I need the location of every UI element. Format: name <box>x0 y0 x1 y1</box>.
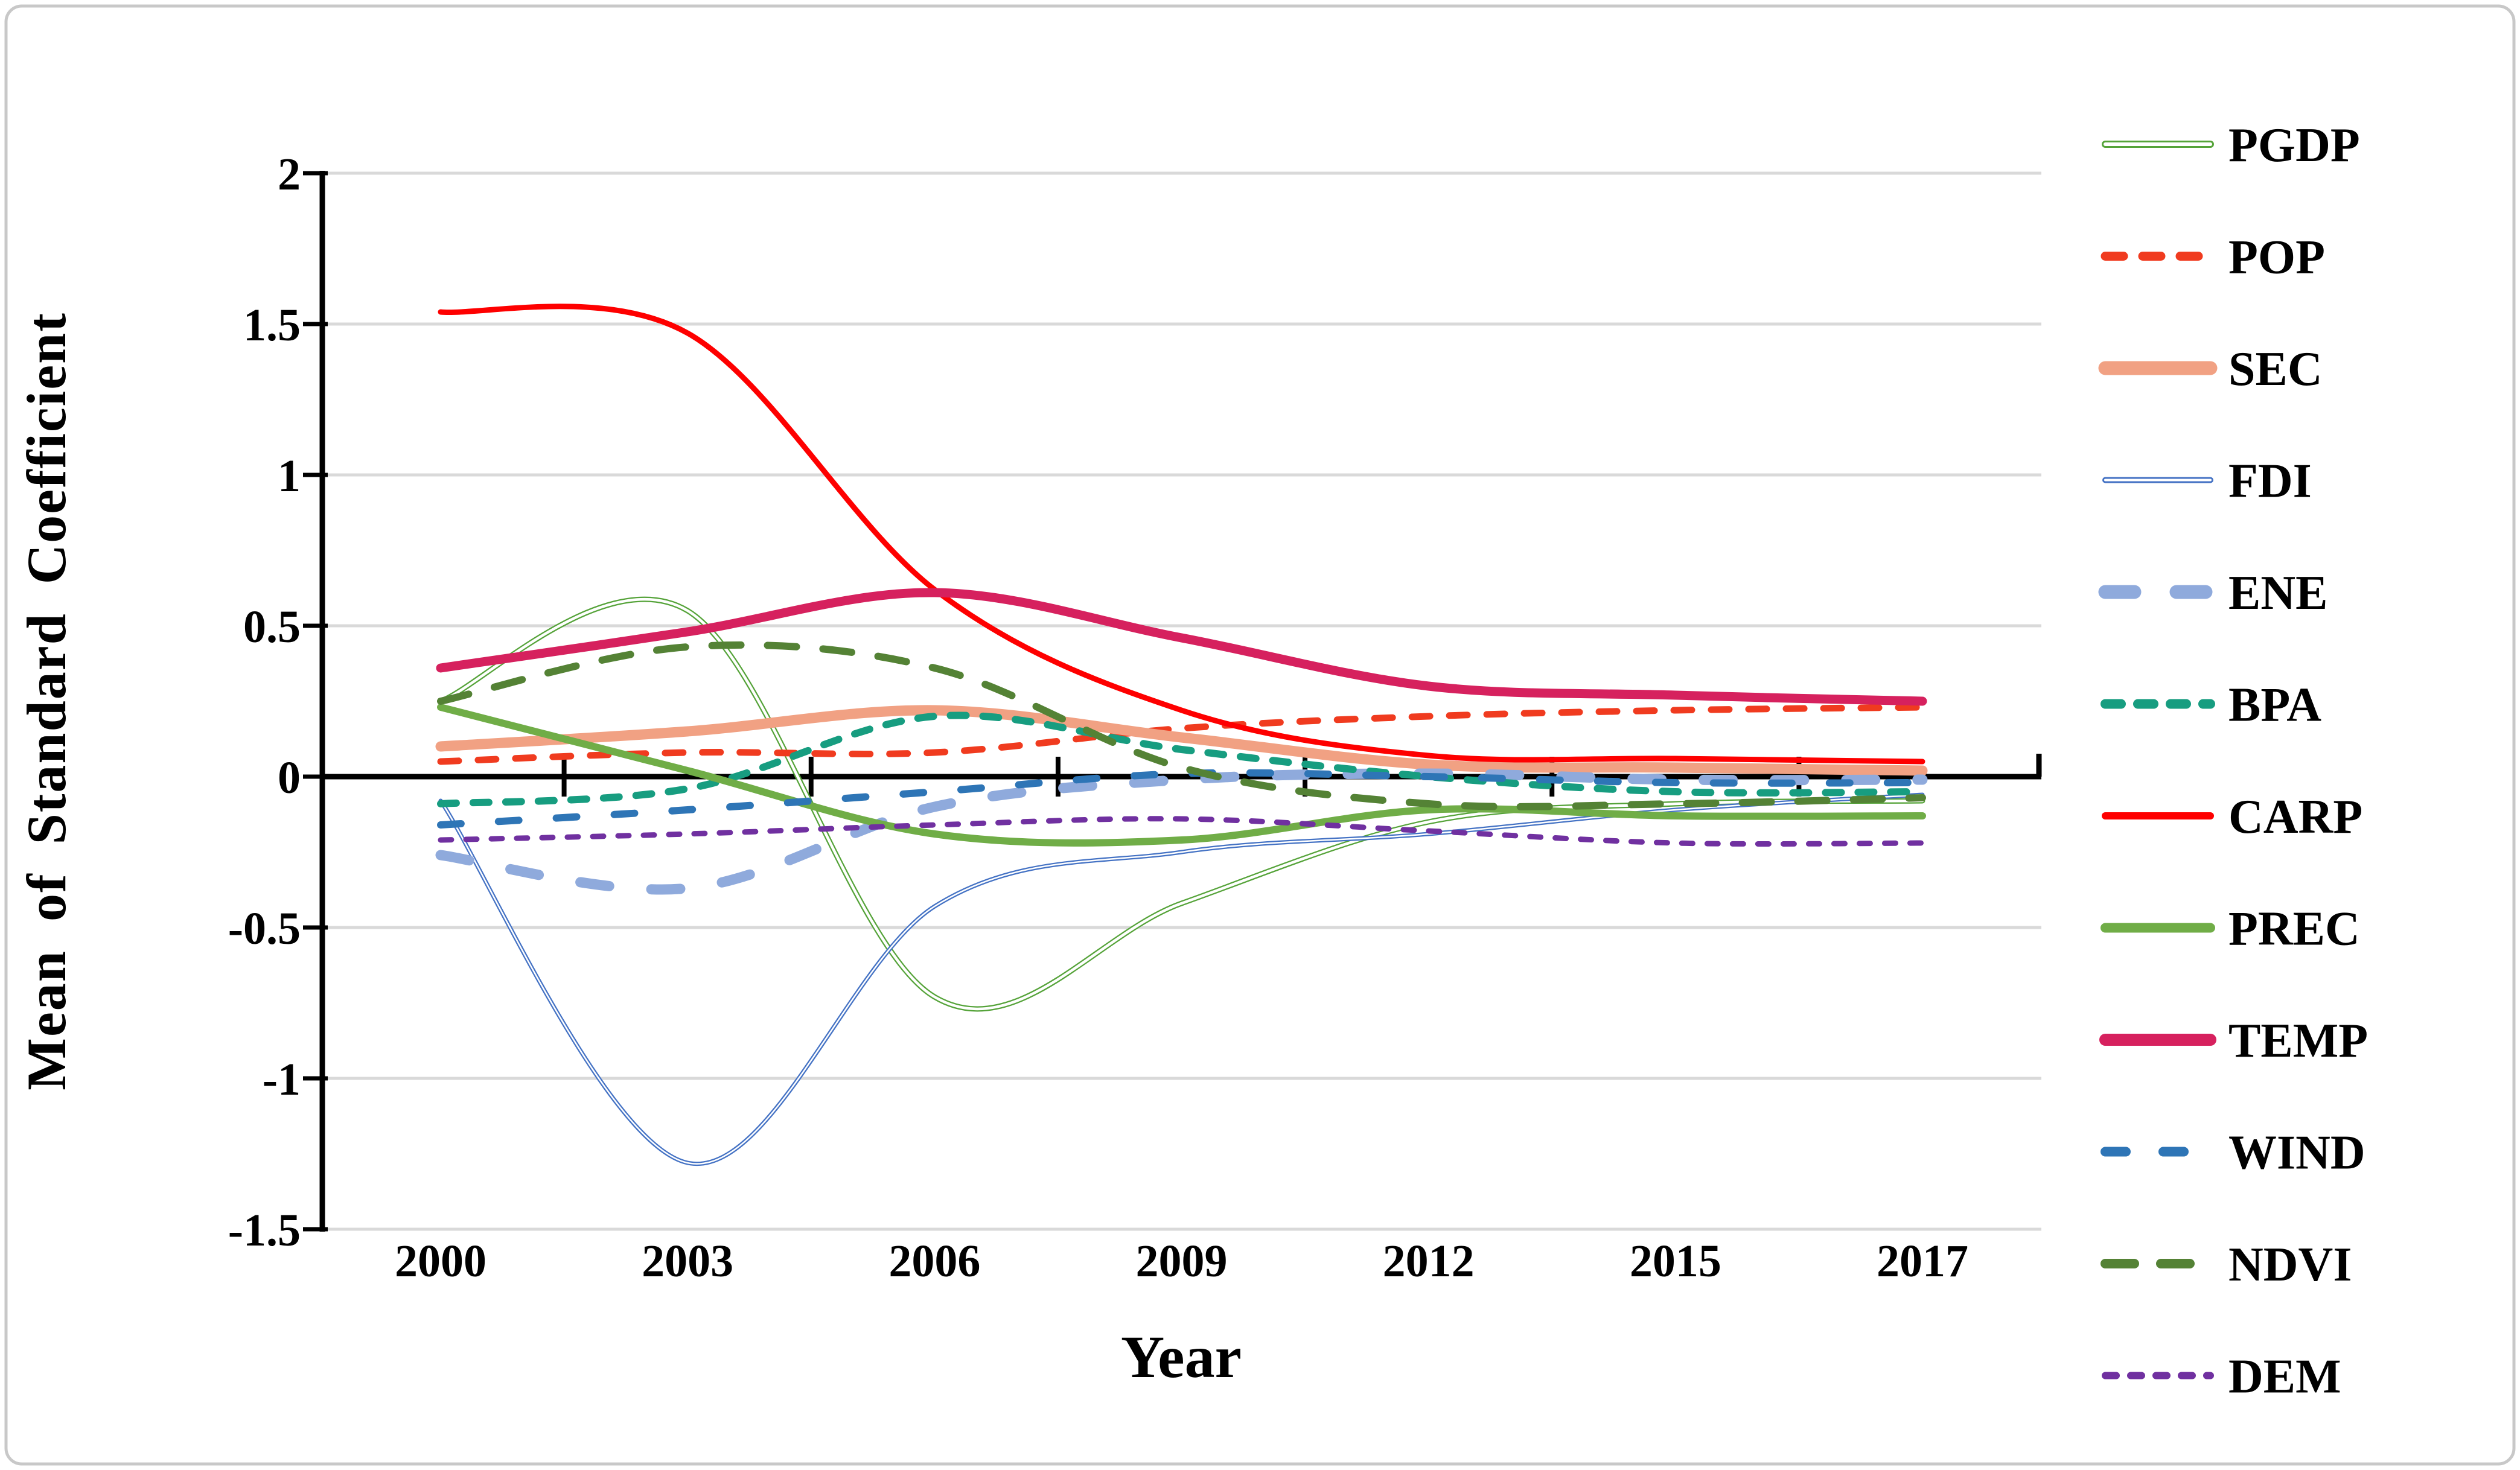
series-line-wind <box>437 769 1926 829</box>
x-axis-title: Year <box>1121 1323 1242 1390</box>
figure-border <box>4 4 2516 1466</box>
legend-label: FDI <box>2228 455 2312 508</box>
y-tick-label: 1.5 <box>243 300 301 351</box>
y-axis-title: Mean of Standard Coefficient <box>16 312 77 1090</box>
series-line-sec <box>435 705 1928 776</box>
series-line-bpa <box>437 711 1926 807</box>
legend-item-pop: POP <box>2101 231 2325 284</box>
series-lines <box>435 304 1928 1166</box>
x-tick-label: 2006 <box>888 1236 980 1287</box>
series-line-dem <box>438 816 1925 847</box>
legend-label: POP <box>2228 231 2325 284</box>
legend-item-wind: WIND <box>2101 1127 2365 1180</box>
series-line-ndvi <box>437 641 1926 810</box>
y-tick-label: 0 <box>278 752 301 803</box>
y-tick-label: -1 <box>263 1054 301 1105</box>
legend-item-sec: SEC <box>2098 343 2323 396</box>
y-tick-label: 0.5 <box>243 602 301 652</box>
y-tick-label: -1.5 <box>228 1205 301 1256</box>
x-tick-label: 2000 <box>395 1236 486 1287</box>
legend-item-bpa: BPA <box>2101 679 2321 732</box>
legend-item-temp: TEMP <box>2099 1014 2368 1068</box>
legend-item-dem: DEM <box>2102 1351 2341 1404</box>
y-tick-label: 1 <box>278 451 301 501</box>
legend-label: TEMP <box>2228 1014 2368 1068</box>
x-tick-label: 2009 <box>1136 1236 1228 1287</box>
series-line-fdi <box>438 792 1925 1166</box>
legend: PGDP POP SEC FDI ENE BPA CARP PREC TEMP WIND NDVI D… <box>2098 119 2368 1404</box>
x-tick-label: 2017 <box>1877 1236 1968 1287</box>
legend-item-pgdp: PGDP <box>2102 119 2360 172</box>
legend-label: ENE <box>2228 567 2328 620</box>
y-tick-label: -0.5 <box>228 903 301 954</box>
legend-item-ndvi: NDVI <box>2101 1238 2352 1291</box>
legend-label: WIND <box>2228 1127 2365 1180</box>
legend-item-prec: PREC <box>2101 903 2360 956</box>
legend-item-carp: CARP <box>2102 791 2362 844</box>
legend-label: PGDP <box>2228 119 2360 172</box>
x-tick-label: 2012 <box>1383 1236 1475 1287</box>
axis-labels: Mean of Standard Coefficient Year 2 1.5 1 0… <box>16 149 1968 1390</box>
series-line-prec <box>437 704 1926 847</box>
y-tick-label: 2 <box>278 149 301 200</box>
legend-label: BPA <box>2228 679 2321 732</box>
x-tick-label: 2003 <box>642 1236 733 1287</box>
series-line-pop <box>437 704 1926 765</box>
legend-label: CARP <box>2228 791 2362 844</box>
gridlines <box>322 171 2041 1231</box>
legend-label: DEM <box>2228 1351 2341 1404</box>
series-line-fdi-inner <box>439 794 1924 1165</box>
series-line-temp <box>436 588 1927 706</box>
legend-label: PREC <box>2228 903 2360 956</box>
x-tick-label: 2015 <box>1630 1236 1721 1287</box>
legend-item-fdi: FDI <box>2102 455 2312 508</box>
legend-label: NDVI <box>2228 1238 2352 1291</box>
series-line-carp <box>438 304 1925 765</box>
legend-item-ene: ENE <box>2098 567 2328 620</box>
legend-label: SEC <box>2228 343 2323 396</box>
